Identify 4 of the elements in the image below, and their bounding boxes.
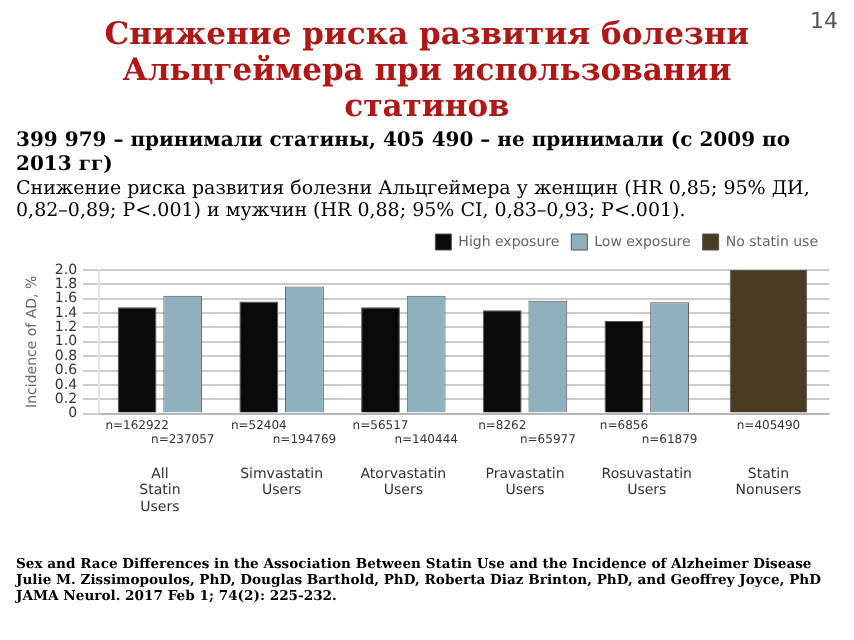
chart-title: Снижение риска развития болезни Альцгеймера при использовании статинов: [104, 14, 750, 124]
text: Снижение риска развития болезни Альцгеймера у женщин (HR 0,85; 95% ДИ, 0,82–0,89; P<.001) и мужчин (HR 0,88; 95% CI, 0,83–0,93; P<.001).: [16, 178, 812, 222]
chart-subtitle: 399 979 – принимали статины, 405 490 – не принимали (с 2009 по 2013 гг): [16, 130, 792, 178]
text: 14: [810, 8, 838, 34]
